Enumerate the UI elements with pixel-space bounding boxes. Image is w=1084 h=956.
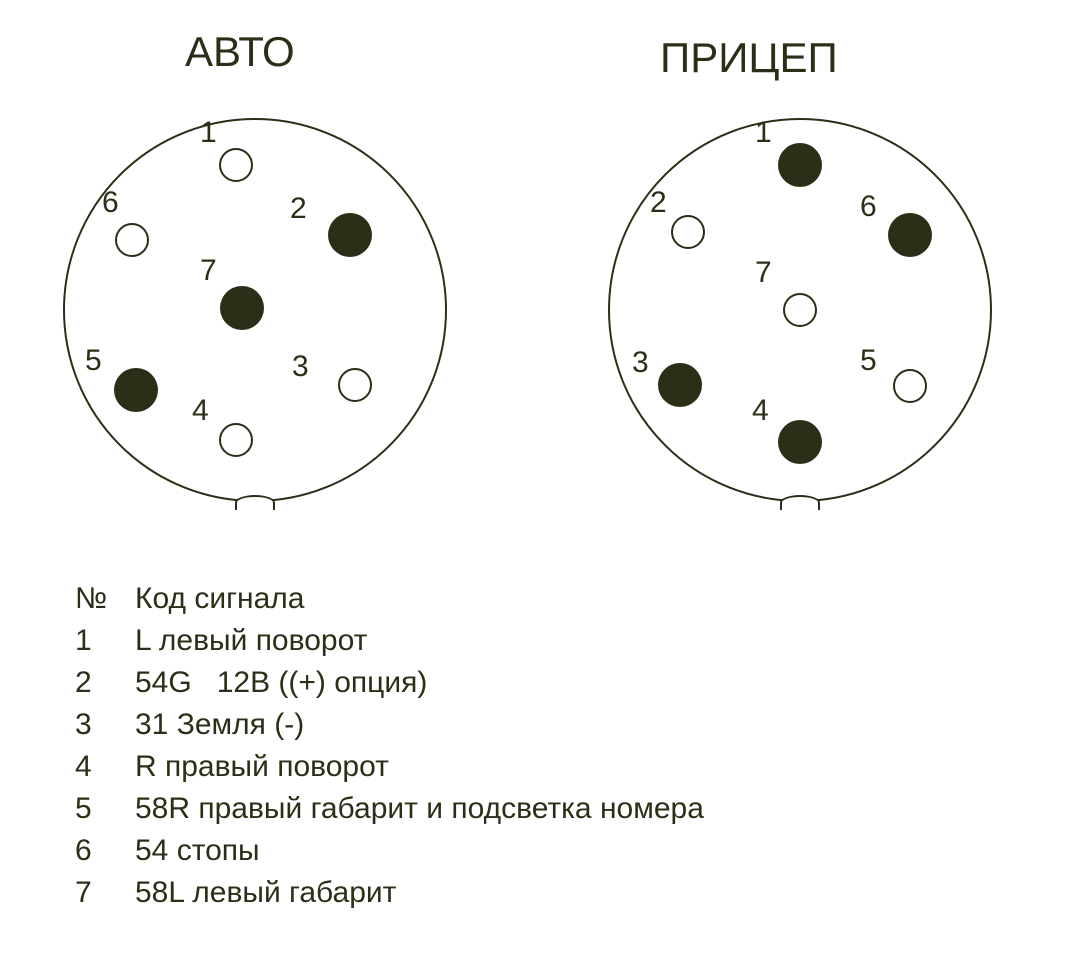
auto-pin-6 xyxy=(115,223,149,257)
auto-pin-4 xyxy=(219,423,253,457)
legend-row-4: 4R правый поворот xyxy=(75,746,704,788)
auto-pin-label-3: 3 xyxy=(292,350,309,384)
legend-row-text-4: R правый поворот xyxy=(135,746,704,788)
auto-pin-5 xyxy=(114,368,158,412)
trailer-pin-1 xyxy=(778,143,822,187)
auto-pin-label-2: 2 xyxy=(290,192,307,226)
trailer-pin-2 xyxy=(671,215,705,249)
auto-pin-label-7: 7 xyxy=(200,254,217,288)
title-trailer: ПРИЦЕП xyxy=(660,34,838,82)
trailer-pin-label-4: 4 xyxy=(752,394,769,428)
trailer-pin-4 xyxy=(778,420,822,464)
legend-row-num-3: 3 xyxy=(75,704,135,746)
notch-auto xyxy=(235,495,275,510)
title-auto: АВТО xyxy=(185,28,295,76)
legend-table: №Код сигнала1L левый поворот254G 12В ((+… xyxy=(75,578,704,914)
trailer-pin-label-2: 2 xyxy=(650,186,667,220)
auto-pin-2 xyxy=(328,213,372,257)
trailer-pin-label-1: 1 xyxy=(755,116,772,150)
legend-header-text: Код сигнала xyxy=(135,578,704,620)
legend-row-text-5: 58R правый габарит и подсветка номера xyxy=(135,788,704,830)
auto-pin-label-5: 5 xyxy=(85,344,102,378)
notch-trailer xyxy=(780,495,820,510)
legend-row-num-1: 1 xyxy=(75,620,135,662)
trailer-pin-label-5: 5 xyxy=(860,344,877,378)
legend-header-num: № xyxy=(75,578,135,620)
auto-pin-label-4: 4 xyxy=(192,394,209,428)
legend-row-num-2: 2 xyxy=(75,662,135,704)
trailer-pin-7 xyxy=(783,293,817,327)
auto-pin-label-6: 6 xyxy=(102,186,119,220)
legend-row-text-7: 58L левый габарит xyxy=(135,872,704,914)
legend-row-num-5: 5 xyxy=(75,788,135,830)
legend-row-6: 654 стопы xyxy=(75,830,704,872)
trailer-pin-6 xyxy=(888,213,932,257)
legend-row-text-1: L левый поворот xyxy=(135,620,704,662)
legend-row-num-7: 7 xyxy=(75,872,135,914)
legend-row-text-6: 54 стопы xyxy=(135,830,704,872)
legend-row-1: 1L левый поворот xyxy=(75,620,704,662)
auto-pin-7 xyxy=(220,286,264,330)
legend-row-text-3: 31 Земля (-) xyxy=(135,704,704,746)
legend-row-2: 254G 12В ((+) опция) xyxy=(75,662,704,704)
auto-pin-3 xyxy=(338,368,372,402)
legend-row-num-6: 6 xyxy=(75,830,135,872)
auto-pin-1 xyxy=(219,148,253,182)
trailer-pin-label-7: 7 xyxy=(755,256,772,290)
legend-row-7: 758L левый габарит xyxy=(75,872,704,914)
trailer-pin-5 xyxy=(893,369,927,403)
legend-header: №Код сигнала xyxy=(75,578,704,620)
legend-row-5: 558R правый габарит и подсветка номера xyxy=(75,788,704,830)
legend-row-3: 331 Земля (-) xyxy=(75,704,704,746)
trailer-pin-label-6: 6 xyxy=(860,190,877,224)
trailer-pin-3 xyxy=(658,363,702,407)
legend-row-text-2: 54G 12В ((+) опция) xyxy=(135,662,704,704)
trailer-pin-label-3: 3 xyxy=(632,346,649,380)
legend-row-num-4: 4 xyxy=(75,746,135,788)
auto-pin-label-1: 1 xyxy=(200,116,217,150)
